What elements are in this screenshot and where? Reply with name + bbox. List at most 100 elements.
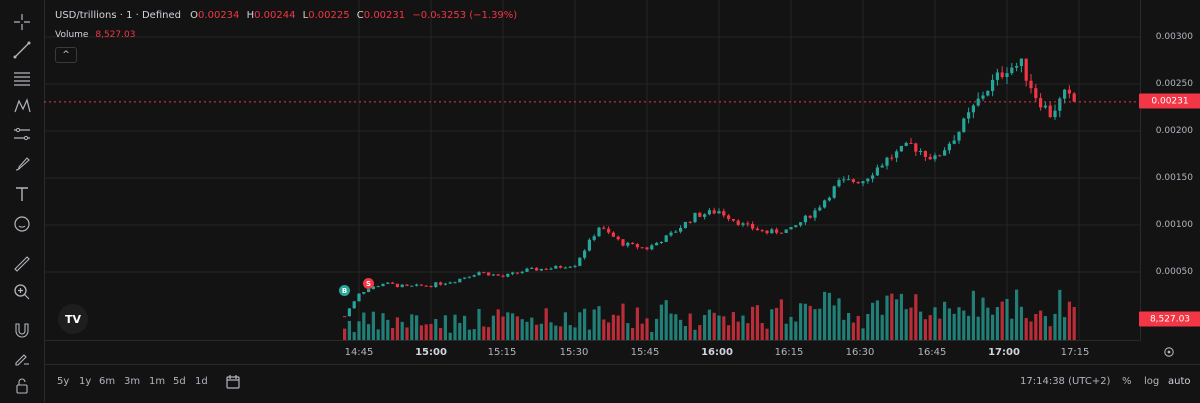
tradingview-logo[interactable]: TV [58,304,88,334]
candle-body [1053,110,1057,118]
candle-body [496,274,500,276]
pattern-icon[interactable] [8,94,36,118]
time-tick: 16:45 [917,347,947,358]
candle-body [544,268,548,270]
volume-bar [813,309,817,340]
zoom-icon[interactable] [8,280,36,304]
text-icon[interactable] [8,182,36,206]
price-chart[interactable] [44,0,1140,340]
candle-body [995,72,999,80]
volume-bar [434,319,438,340]
candle-body [847,179,851,181]
lock-icon[interactable] [8,374,36,398]
volume-label: Volume [55,30,89,40]
log-toggle[interactable]: log [1144,376,1160,387]
candle-body [645,247,649,250]
candle-body [1048,105,1052,118]
candle-body [616,236,620,240]
volume-bar [856,315,860,340]
candle-body [818,207,822,211]
volume-bar [784,323,788,340]
volume-bar [986,307,990,340]
measure-icon[interactable] [8,122,36,146]
candle-body [357,293,361,302]
volume-bar [482,326,486,340]
gear-icon[interactable] [1162,345,1176,359]
price-axis[interactable]: 0.00300 0.00250 0.00200 0.00150 0.00100 … [1139,0,1200,340]
volume-bar [731,312,735,340]
volume-bar [794,321,798,340]
volume-bar [707,309,711,340]
candle-body [631,242,635,244]
time-axis[interactable]: 14:45 15:00 15:15 15:30 15:45 16:00 16:1… [44,340,1140,365]
brush-icon[interactable] [8,152,36,176]
volume-value: 8,527.03 [95,30,136,40]
candle-body [568,266,572,268]
volume-bar [1019,306,1023,340]
volume-bar [376,329,380,340]
candle-body [693,212,697,223]
volume-bar [669,313,673,340]
volume-bar [842,319,846,340]
volume-bar [674,314,678,340]
volume-bar [1005,298,1009,340]
candle-body [976,98,980,106]
close-key: C [356,10,364,21]
emoji-icon[interactable] [8,212,36,236]
candle-body [1067,89,1071,94]
trend-line-icon[interactable] [8,38,36,62]
date-range-icon[interactable] [225,374,241,390]
ruler-icon[interactable] [8,252,36,276]
candle-body [511,272,515,274]
time-tick: 14:45 [344,347,374,358]
volume-bar [530,317,534,340]
candle-body [592,236,596,240]
range-5y[interactable]: 5y [57,376,70,387]
candle-body [587,239,591,251]
candle-body [415,284,419,286]
range-1d[interactable]: 1d [195,376,208,387]
volume-bar [775,307,779,340]
candle-body [405,284,409,286]
chart-area[interactable] [44,0,1140,340]
range-1y[interactable]: 1y [79,376,92,387]
volume-bar [823,291,827,340]
volume-bar [995,307,999,340]
volume-bar [1067,301,1071,340]
volume-bar [779,299,783,340]
range-6m[interactable]: 6m [99,376,116,387]
volume-bar [746,323,750,340]
candle-body [487,272,491,276]
volume-bar [1010,318,1014,340]
candle-body [434,282,438,288]
candle-body [655,242,659,246]
candle-body [664,235,668,242]
buy-marker[interactable]: B [339,285,350,296]
magnet-icon[interactable] [8,318,36,342]
range-5d[interactable]: 5d [173,376,186,387]
collapse-legend-button[interactable]: ^ [55,47,77,63]
lock-draw-icon[interactable] [8,346,36,370]
candle-body [501,275,505,277]
volume-bar [415,315,419,340]
volume-bar [655,318,659,340]
volume-bar [909,307,913,340]
clock[interactable]: 17:14:38 (UTC+2) [1020,376,1111,387]
symbol-title[interactable]: USD/trillions · 1 · Defined [55,10,181,21]
auto-toggle[interactable]: auto [1168,376,1191,387]
volume-bar [458,322,462,340]
time-tick: 15:45 [630,347,660,358]
range-1m[interactable]: 1m [149,376,166,387]
candle-body [1019,58,1023,66]
percent-toggle[interactable]: % [1122,376,1132,387]
range-3m[interactable]: 3m [124,376,141,387]
volume-bar [679,319,683,340]
volume-bar [410,314,414,340]
sell-marker[interactable]: S [363,278,374,289]
volume-bar [885,295,889,340]
volume-bar [1039,310,1043,340]
crosshair-icon[interactable] [8,10,36,34]
volume-bar [640,323,644,340]
candle-body [967,112,971,119]
fib-icon[interactable] [8,66,36,90]
